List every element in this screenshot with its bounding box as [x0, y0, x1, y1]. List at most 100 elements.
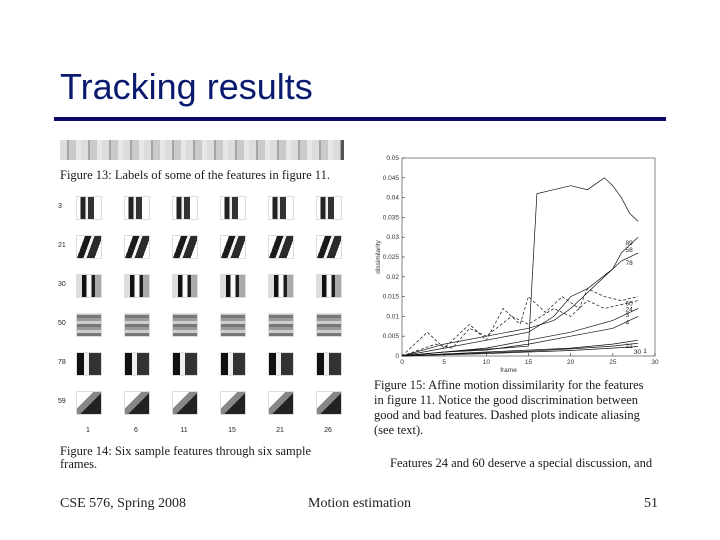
feature-patch — [76, 313, 102, 337]
series-line-89 — [401, 177, 639, 357]
series-line-30 — [401, 342, 639, 357]
x-tick-label: 5 — [442, 359, 446, 366]
feature-patch — [172, 274, 198, 298]
feature-label: 89 — [625, 240, 633, 247]
feature-patch — [316, 352, 342, 376]
x-tick-label: 25 — [609, 359, 617, 366]
feature-patch — [124, 235, 150, 259]
feature-patch — [316, 235, 342, 259]
y-tick-label: 0.01 — [386, 313, 399, 320]
column-label: 1 — [86, 427, 90, 434]
row-label: 78 — [58, 359, 66, 366]
feature-patch — [220, 391, 246, 415]
feature-patch — [124, 196, 150, 220]
feature-patch — [220, 274, 246, 298]
column-label: 21 — [276, 427, 284, 434]
feature-patch — [220, 235, 246, 259]
figure-13-caption: Figure 13: Labels of some of the feature… — [60, 168, 330, 182]
y-axis-label: dissimilarity — [375, 239, 382, 273]
feature-label: 4 — [625, 319, 629, 326]
series-line-1 — [401, 346, 639, 357]
feature-patch — [316, 391, 342, 415]
slide-title: Tracking results — [60, 66, 313, 107]
feature-patch — [268, 391, 294, 415]
feature-patch — [172, 235, 198, 259]
row-label: 30 — [58, 281, 66, 288]
x-tick-label: 15 — [525, 359, 533, 366]
feature-patch — [76, 235, 102, 259]
y-tick-label: 0.035 — [383, 214, 400, 221]
feature-patch — [76, 352, 102, 376]
feature-patch — [76, 274, 102, 298]
dissimilarity-chart: 0 0.005 0.01 0.015 0.02 0.025 0.03 0.035 0.04 0.0… — [375, 155, 659, 374]
series-line-24 — [401, 300, 639, 357]
x-tick-label: 30 — [651, 359, 659, 366]
title-rule — [54, 117, 666, 121]
y-tick-label: 0.015 — [383, 294, 400, 301]
x-tick-label: 10 — [483, 359, 491, 366]
series-line-78 — [401, 252, 639, 357]
footer-course: CSE 576, Spring 2008 — [60, 496, 187, 511]
feature-patch — [124, 391, 150, 415]
feature-patch — [172, 352, 198, 376]
feature-patch — [172, 313, 198, 337]
y-tick-label: 0.03 — [386, 234, 399, 241]
column-label: 6 — [134, 427, 138, 434]
feature-patch — [124, 274, 150, 298]
feature-label: 58 — [625, 247, 633, 254]
feature-patch — [316, 313, 342, 337]
y-tick-label: 0.05 — [386, 155, 399, 162]
feature-label: 3 — [625, 312, 629, 319]
feature-label: 60 — [625, 301, 633, 308]
figure-14-caption-line1: Figure 14: Six sample features through s… — [60, 444, 312, 458]
feature-patch — [268, 313, 294, 337]
feature-patch — [124, 352, 150, 376]
scanned-figure-strip — [60, 140, 344, 160]
footer-topic: Motion estimation — [308, 496, 412, 511]
feature-patch — [268, 196, 294, 220]
x-tick-label: 0 — [400, 359, 404, 366]
feature-label: 30 — [634, 349, 642, 356]
x-tick-label: 20 — [567, 359, 575, 366]
y-tick-label: 0.045 — [383, 175, 400, 182]
row-label: 21 — [58, 242, 66, 249]
column-label: 15 — [228, 427, 236, 434]
feature-label: 1 — [643, 348, 647, 355]
feature-label: 24 — [625, 306, 633, 313]
feature-patch — [172, 391, 198, 415]
series-line-21 — [401, 339, 639, 357]
feature-patch — [268, 352, 294, 376]
column-label: 26 — [324, 427, 332, 434]
y-tick-label: 0 — [395, 353, 399, 360]
feature-patch — [220, 313, 246, 337]
row-label: 59 — [58, 398, 66, 405]
figure-15-caption-line3: good and bad features. Dashed plots indi… — [374, 408, 640, 422]
feature-patch — [220, 196, 246, 220]
y-tick-label: 0.025 — [383, 254, 400, 261]
figure-15-caption-line4: (see text). — [374, 423, 424, 437]
series-line-4 — [401, 316, 639, 357]
feature-patch — [76, 196, 102, 220]
feature-label: 78 — [625, 260, 633, 267]
figure-15-caption-line1: Figure 15: Affine motion dissimilarity f… — [374, 378, 644, 392]
x-axis-label: frame — [500, 367, 517, 374]
feature-patch — [268, 235, 294, 259]
y-tick-label: 0.02 — [386, 274, 399, 281]
figure-13-14-panel: Figure 13: Labels of some of the feature… — [58, 138, 348, 468]
feature-patch — [76, 391, 102, 415]
feature-label: 21 — [625, 343, 633, 350]
scanned-figure-edge — [341, 140, 344, 160]
feature-patch — [172, 196, 198, 220]
footer-page-number: 51 — [644, 496, 658, 511]
feature-patch — [316, 274, 342, 298]
column-label: 11 — [180, 427, 188, 434]
feature-patch — [220, 352, 246, 376]
series-line-58 — [401, 236, 639, 357]
figure-15-following-text: Features 24 and 60 deserve a special dis… — [390, 456, 653, 470]
feature-patch — [316, 196, 342, 220]
figure-15-panel: 0 0.005 0.01 0.015 0.02 0.025 0.03 0.035 0.04 0.0… — [360, 148, 662, 473]
y-tick-label: 0.04 — [386, 195, 399, 202]
figure-14-caption-line2: frames. — [60, 457, 98, 468]
feature-patch — [124, 313, 150, 337]
row-label: 3 — [58, 203, 62, 210]
